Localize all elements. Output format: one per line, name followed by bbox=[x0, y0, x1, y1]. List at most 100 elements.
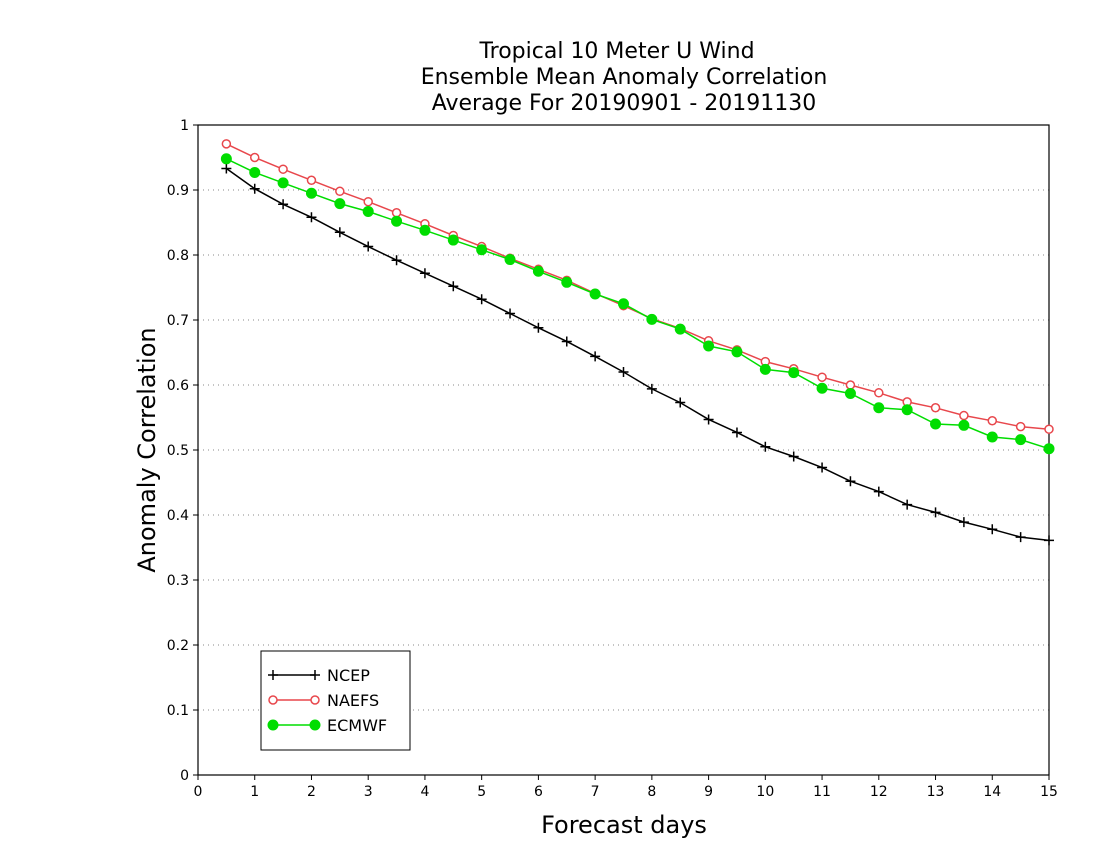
x-tick-label: 0 bbox=[194, 784, 203, 800]
y-tick-label: 0.1 bbox=[167, 703, 189, 719]
ncep-point bbox=[249, 183, 260, 194]
ncep-point bbox=[646, 383, 657, 394]
data-series bbox=[220, 139, 1055, 546]
ecmwf-point bbox=[901, 404, 913, 416]
x-axis-title: Forecast days bbox=[541, 811, 707, 839]
ecmwf-point bbox=[504, 254, 516, 266]
y-tick-label: 0.9 bbox=[167, 183, 189, 199]
ncep-point bbox=[675, 397, 686, 408]
ecmwf-point bbox=[873, 402, 885, 414]
y-tick-label: 1 bbox=[180, 118, 189, 134]
ncep-point bbox=[703, 414, 714, 425]
ncep-point bbox=[561, 336, 572, 347]
x-tick-label: 11 bbox=[813, 784, 831, 800]
ecmwf-point bbox=[986, 431, 998, 443]
x-tick-label: 10 bbox=[756, 784, 774, 800]
ecmwf-point bbox=[249, 166, 261, 178]
x-tick-label: 15 bbox=[1040, 784, 1058, 800]
chart-title-line-3: Average For 20190901 - 20191130 bbox=[432, 91, 817, 116]
ncep-point bbox=[958, 517, 969, 528]
ncep-point bbox=[476, 294, 487, 305]
ecmwf-point bbox=[930, 418, 942, 430]
ncep-point bbox=[505, 308, 516, 319]
ncep-point bbox=[1044, 535, 1054, 546]
ncep-point bbox=[618, 367, 629, 377]
y-tick-label: 0.8 bbox=[167, 248, 189, 264]
ncep-point bbox=[760, 441, 771, 452]
ecmwf-point bbox=[788, 367, 800, 379]
ncep-point bbox=[817, 462, 828, 473]
x-tick-label: 4 bbox=[420, 784, 429, 800]
ecmwf-point bbox=[703, 340, 715, 352]
ecmwf-point bbox=[391, 215, 403, 227]
ecmwf-point bbox=[618, 298, 629, 310]
legend: NCEP NAEFS ECMWF bbox=[260, 650, 411, 751]
ecmwf-point bbox=[759, 363, 771, 375]
x-tick-label: 13 bbox=[927, 784, 945, 800]
naefs-point bbox=[268, 695, 278, 705]
ncep-point bbox=[590, 351, 601, 362]
naefs-point bbox=[335, 186, 345, 197]
ncep-point bbox=[731, 427, 742, 438]
chart-title-line-2: Ensemble Mean Anomaly Correlation bbox=[421, 65, 828, 90]
legend-label-ncep: NCEP bbox=[327, 666, 370, 685]
x-tick-label: 6 bbox=[534, 784, 543, 800]
gridlines bbox=[198, 189, 1049, 711]
legend-label-naefs: NAEFS bbox=[327, 691, 379, 710]
x-tick-label: 12 bbox=[870, 784, 888, 800]
ecmwf-series bbox=[220, 153, 1055, 455]
naefs-point bbox=[249, 152, 260, 163]
ecmwf-point bbox=[561, 276, 573, 288]
x-tick-label: 14 bbox=[983, 784, 1001, 800]
ecmwf-point bbox=[532, 265, 544, 277]
ecmwf-point bbox=[305, 187, 317, 199]
ncep-point bbox=[902, 499, 913, 510]
naefs-point bbox=[221, 139, 232, 149]
ecmwf-point bbox=[589, 288, 601, 300]
x-tick-label: 8 bbox=[647, 784, 656, 800]
ecmwf-point bbox=[447, 234, 459, 246]
ecmwf-point bbox=[419, 224, 431, 236]
y-tick-label: 0.7 bbox=[167, 313, 189, 329]
naefs-point bbox=[874, 388, 884, 398]
ncep-point bbox=[391, 255, 402, 266]
x-tick-label: 5 bbox=[477, 784, 486, 800]
ncep-point bbox=[419, 268, 430, 279]
ncep-point bbox=[334, 227, 345, 238]
ecmwf-point bbox=[334, 198, 346, 210]
y-tick-label: 0.3 bbox=[167, 573, 189, 589]
y-axis-title: Anomaly Correlation bbox=[133, 327, 161, 572]
legend-item-ncep: NCEP bbox=[268, 666, 370, 685]
x-tick-label: 3 bbox=[364, 784, 373, 800]
axes: 00.10.20.30.40.50.60.70.80.910 1 2 3 4 5 6 7 8 9 1… bbox=[167, 118, 1058, 800]
naefs-point bbox=[278, 164, 288, 174]
legend-item-ecmwf: ECMWF bbox=[267, 716, 387, 735]
x-tick-label: 1 bbox=[250, 784, 259, 800]
legend-item-naefs: NAEFS bbox=[268, 691, 379, 710]
legend-label-ecmwf: ECMWF bbox=[327, 716, 387, 735]
y-tick-label: 0 bbox=[180, 768, 189, 784]
ncep-point bbox=[930, 507, 941, 518]
naefs-point bbox=[959, 410, 969, 421]
naefs-point bbox=[306, 175, 317, 185]
y-tick-label: 0.4 bbox=[167, 508, 189, 524]
ecmwf-point bbox=[267, 719, 279, 731]
naefs-point bbox=[817, 372, 827, 382]
ncep-point bbox=[268, 670, 278, 680]
naefs-point bbox=[845, 380, 856, 390]
ecmwf-point bbox=[476, 244, 488, 256]
x-tick-label: 2 bbox=[307, 784, 316, 800]
naefs-point bbox=[1015, 421, 1026, 432]
y-tick-label: 0.5 bbox=[167, 443, 189, 459]
ncep-point bbox=[221, 163, 232, 174]
ncep-point bbox=[310, 670, 320, 680]
x-tick-label: 9 bbox=[704, 784, 713, 800]
naefs-point bbox=[310, 695, 320, 705]
ecmwf-point bbox=[1015, 434, 1027, 446]
ecmwf-point bbox=[220, 153, 232, 165]
ncep-line bbox=[225, 167, 1050, 542]
ecmwf-point bbox=[731, 346, 743, 358]
y-tick-label: 0.6 bbox=[167, 378, 189, 394]
naefs-series bbox=[221, 139, 1054, 434]
